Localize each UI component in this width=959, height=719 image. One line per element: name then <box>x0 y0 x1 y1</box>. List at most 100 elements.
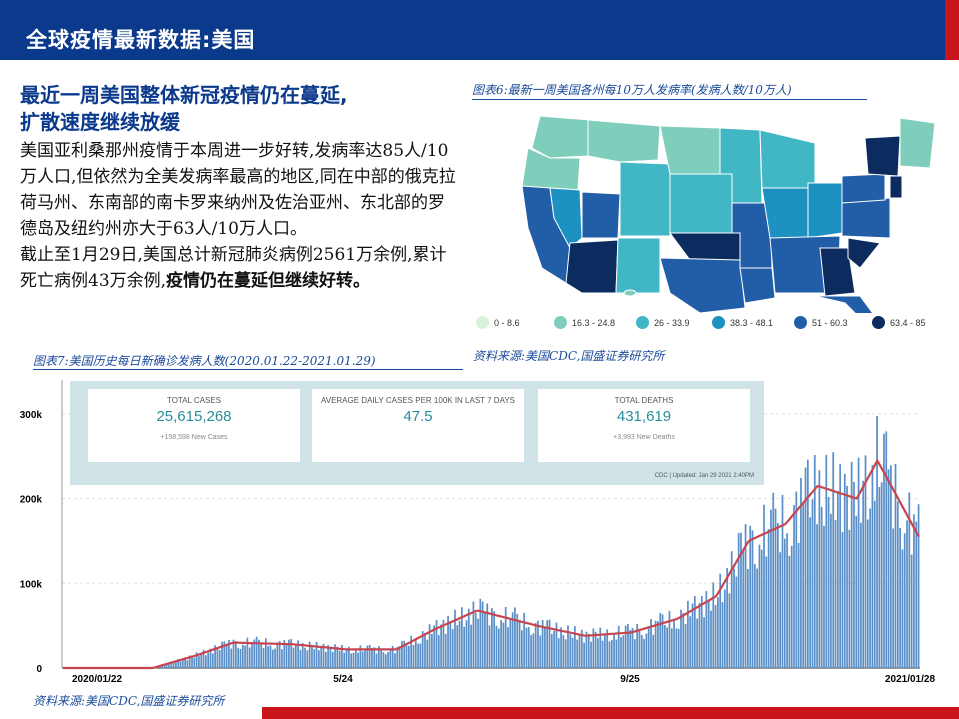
daily-case-bar <box>574 626 576 668</box>
daily-case-bar <box>668 610 671 668</box>
daily-case-bar <box>276 642 279 668</box>
daily-case-bar <box>320 646 323 668</box>
daily-case-bar <box>730 551 733 668</box>
daily-case-bar <box>751 530 754 668</box>
daily-case-bar <box>165 663 168 668</box>
headline: 最近一周美国整体新冠疫情仍在蔓延, 扩散速度继续放缓 <box>20 82 460 136</box>
daily-case-bar <box>419 643 422 668</box>
total-cases-value: 25,615,268 <box>156 408 232 425</box>
daily-case-bar <box>267 646 270 668</box>
daily-case-bar <box>214 645 216 668</box>
daily-case-bar <box>311 647 313 668</box>
avg-cases-value: 47.5 <box>403 408 433 425</box>
daily-case-bar <box>518 619 521 668</box>
daily-case-bar <box>659 612 662 668</box>
daily-case-bar <box>539 635 542 668</box>
daily-case-bar <box>228 639 230 668</box>
daily-case-bar <box>380 649 383 668</box>
daily-case-bar <box>484 613 486 668</box>
daily-case-bar <box>177 659 180 668</box>
map-region-georgia <box>819 247 856 297</box>
x-tick-label: 2020/01/22 <box>72 674 122 685</box>
daily-case-bar <box>546 620 549 668</box>
daily-case-bar <box>398 646 401 668</box>
daily-case-bar <box>405 645 408 668</box>
daily-case-bar <box>827 497 830 668</box>
daily-case-bar <box>232 639 235 668</box>
daily-case-bar <box>714 605 717 668</box>
daily-case-bar <box>544 627 546 668</box>
daily-case-bar <box>717 597 719 668</box>
daily-case-bar <box>721 602 724 668</box>
map-region-northwest <box>531 115 591 159</box>
map-region-dakotas <box>659 125 721 175</box>
daily-case-bar <box>375 653 378 668</box>
daily-case-bar <box>650 618 652 668</box>
daily-case-bar <box>451 628 454 668</box>
map-region-ohio-kentucky <box>807 182 846 239</box>
chart-axes: 0 100k 200k 300k 2020/01/22 5/24 9/25 2021/01/2… <box>20 380 935 685</box>
header-bar <box>0 0 945 60</box>
daily-case-bar <box>781 494 784 668</box>
daily-case-bar <box>756 568 758 668</box>
daily-case-bar <box>366 645 369 668</box>
daily-case-bar <box>841 531 844 668</box>
daily-case-bar <box>832 452 835 668</box>
daily-case-bar <box>871 465 874 668</box>
y-tick-label: 200k <box>20 495 43 506</box>
legend-item: 0 - 8.6 <box>476 316 520 329</box>
daily-case-bar <box>587 633 590 668</box>
legend-dot <box>554 316 567 329</box>
daily-case-bar <box>389 649 392 668</box>
daily-case-bar <box>652 634 655 668</box>
daily-case-bar <box>592 628 595 668</box>
daily-case-bar <box>913 514 915 668</box>
daily-case-bar <box>304 647 306 668</box>
daily-case-bar <box>221 641 223 668</box>
daily-case-bar <box>839 463 842 668</box>
legend-dot <box>872 316 885 329</box>
map-legend: 0 - 8.6 16.3 - 24.8 26 - 33.9 38.3 - 48.… <box>472 316 942 334</box>
map-region-new-mexico <box>615 237 661 294</box>
daily-case-bar <box>590 641 592 668</box>
daily-case-bar <box>597 638 599 668</box>
daily-cases-chart: 0 100k 200k 300k 2020/01/22 5/24 9/25 2021/01/2… <box>20 380 935 685</box>
daily-case-bar <box>537 620 539 668</box>
daily-case-bar <box>391 645 394 668</box>
daily-case-bar <box>758 544 761 668</box>
daily-case-bar <box>853 481 855 668</box>
legend-dot <box>476 316 489 329</box>
daily-case-bar <box>767 529 770 668</box>
daily-case-bar <box>271 649 274 668</box>
daily-case-bar <box>433 625 436 668</box>
daily-case-bar <box>855 515 858 668</box>
daily-case-bar <box>793 505 795 668</box>
daily-case-bar <box>857 457 860 668</box>
daily-case-bar <box>825 454 828 668</box>
y-tick-label: 300k <box>20 410 43 421</box>
figure6-caption: 图表6:最新一周美国各州每10万人发病率(发病人数/10万人) <box>472 82 867 100</box>
daily-case-bar <box>707 600 710 668</box>
legend-dot <box>636 316 649 329</box>
daily-case-bar <box>230 648 233 668</box>
daily-case-bar <box>318 650 320 668</box>
daily-case-bar <box>860 522 862 668</box>
daily-case-bar <box>269 645 272 668</box>
legend-dot <box>794 316 807 329</box>
daily-case-bar <box>797 542 800 668</box>
daily-case-bar <box>168 664 170 668</box>
daily-case-bar <box>691 603 694 668</box>
daily-case-bar <box>218 650 221 668</box>
daily-case-bar <box>186 660 189 668</box>
daily-case-bar <box>343 652 346 668</box>
daily-case-bar <box>765 556 768 668</box>
cdc-update-note: CDC | Updated: Jan 29 2021 2:40PM <box>654 473 754 479</box>
daily-case-bar <box>516 613 519 668</box>
daily-case-bar <box>507 627 509 668</box>
daily-case-bar <box>474 612 477 668</box>
map-region-south-carolina <box>847 237 881 269</box>
daily-case-bar <box>313 649 316 668</box>
daily-case-bar <box>883 433 885 668</box>
daily-case-bar <box>371 648 373 668</box>
x-tick-label: 9/25 <box>620 674 640 685</box>
